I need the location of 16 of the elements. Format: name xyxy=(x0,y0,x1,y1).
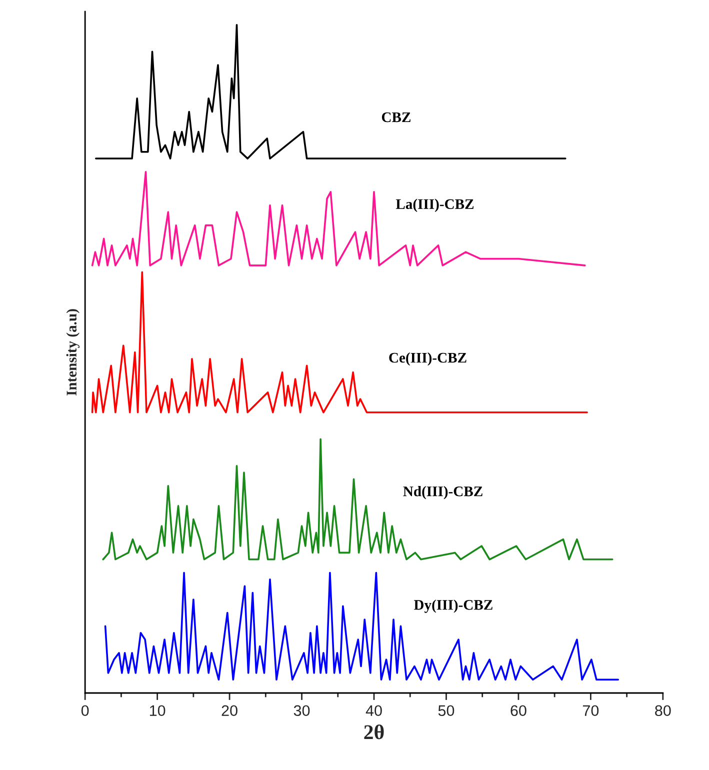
x-tick-label: 60 xyxy=(510,705,526,716)
x-tick-label: 0 xyxy=(81,705,89,716)
x-tick-label: 20 xyxy=(222,705,238,716)
x-tick-label: 10 xyxy=(150,705,166,716)
series-label: La(III)-CBZ xyxy=(396,198,474,212)
text: CBZ xyxy=(382,112,410,122)
series-label: Dy(III)-CBZ xyxy=(414,600,492,613)
series-label: Nd(III)-CBZ xyxy=(403,486,482,500)
y-axis-title: Intensity (a.u) xyxy=(66,309,80,396)
x-axis-title: 2θ xyxy=(364,724,384,740)
x-tick-label: 80 xyxy=(655,705,671,716)
x-tick-label: 50 xyxy=(438,705,454,716)
x-tick-label: 70 xyxy=(582,705,599,716)
x-tick-label: 40 xyxy=(366,705,382,716)
x-tick-label: 30 xyxy=(294,705,310,716)
text: Ce(III)-CBZ xyxy=(389,352,466,366)
